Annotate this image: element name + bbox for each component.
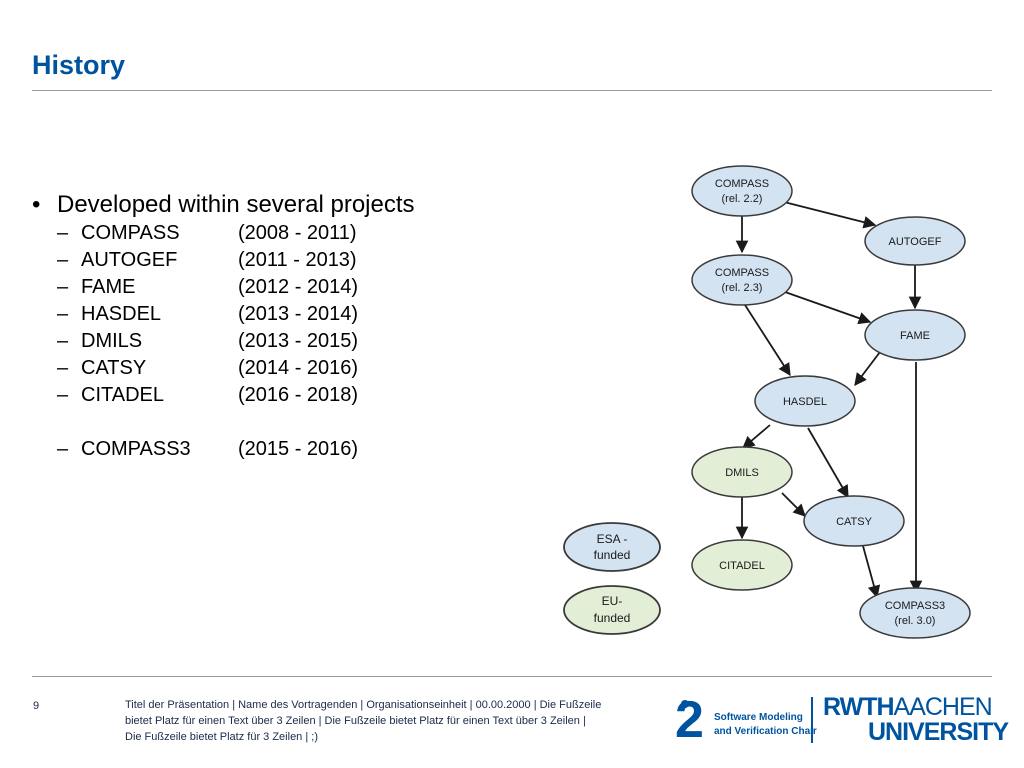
node-label: CATSY [836,516,873,528]
slide-title: History [32,50,126,80]
node-dmils: DMILS [691,446,793,498]
project-name: COMPASS [81,222,180,244]
node-label: COMPASS3 [885,600,945,612]
edge-dmils-catsy [781,492,806,517]
project-name: DMILS [81,330,143,352]
node-label: COMPASS [715,178,769,190]
logo-rwth: RWTH [823,693,895,721]
project-item: – HASDEL (2013 - 2014) [57,301,415,328]
node-label: FAME [900,330,930,342]
logo-university: UNIVERSITY [868,718,1009,746]
logo-dot-icon [681,700,689,708]
legend-sublabel: funded [594,548,631,562]
chair-logo: 2 Software Modeling and Verification Cha… [675,692,817,748]
edge-compass23-fame [784,291,872,325]
node-hasdel: HASDEL [754,375,856,427]
project-name: CITADEL [81,384,164,406]
edge-hasdel-dmils [742,424,771,449]
project-years: (2011 - 2013) [238,249,357,271]
page-number: 9 [33,700,40,712]
project-name: CATSY [81,357,147,379]
logo-aachen: AACHEN [893,693,993,721]
node-sublabel: (rel. 2.3) [722,282,763,294]
node-compass23: COMPASS (rel. 2.3) [691,254,793,306]
legend-label: EU- [602,594,623,608]
main-bullet-text: Developed within several projects [57,191,415,218]
dash-icon: – [57,276,69,298]
project-years: (2014 - 2016) [238,357,359,379]
project-years: (2016 - 2018) [238,384,359,406]
node-label: COMPASS [715,267,769,279]
edge-catsy-compass3 [862,545,881,599]
project-years: (2015 - 2016) [238,438,359,460]
node-autogef: AUTOGEF [864,216,966,266]
node-catsy: CATSY [803,495,905,547]
project-item: – AUTOGEF (2011 - 2013) [57,247,415,274]
edge-fame-hasdel [854,351,881,387]
dash-icon: – [57,384,69,406]
project-item: – CITADEL (2016 - 2018) [57,382,415,409]
dash-icon: – [57,222,69,244]
footer-text: Titel der Präsentation | Name des Vortra… [125,699,602,743]
project-item: – FAME (2012 - 2014) [57,274,415,301]
legend-eu-funded: EU- funded [563,585,661,635]
logo-separator [811,697,813,743]
project-years: (2013 - 2014) [238,303,359,325]
dash-icon: – [57,249,69,271]
project-name: FAME [81,276,136,298]
node-label: AUTOGEF [889,236,942,248]
node-compass22: COMPASS (rel. 2.2) [691,165,793,217]
project-years: (2008 - 2011) [238,222,357,244]
node-label: DMILS [725,467,759,479]
node-sublabel: (rel. 3.0) [895,615,936,627]
project-name: HASDEL [81,303,162,325]
project-years: (2013 - 2015) [238,330,359,352]
logo-i2-mark: 2 [675,691,704,749]
edge-hasdel-catsy [807,427,849,499]
node-label: CITADEL [719,560,765,572]
diagram-edges [735,201,923,599]
project-item: – COMPASS3 (2015 - 2016) [57,436,415,463]
node-sublabel: (rel. 2.2) [722,193,763,205]
title-divider [32,90,992,91]
project-name: COMPASS3 [81,438,191,460]
legend-label: ESA - [597,532,628,546]
logo-line2: and Verification Chair [714,726,817,737]
project-item: – CATSY (2014 - 2016) [57,355,415,382]
edge-compass23-hasdel [744,304,791,377]
footer-divider [32,676,992,677]
dash-icon: – [57,438,69,460]
dash-icon: – [57,303,69,325]
legend-esa-funded: ESA - funded [563,522,661,572]
node-fame: FAME [864,309,966,361]
bullet-list: • Developed within several projects – CO… [32,190,415,463]
logo-line1: Software Modeling [714,712,803,723]
university-logo: RWTHAACHEN UNIVERSITY [823,693,1009,746]
legend-sublabel: funded [594,611,631,625]
node-compass3: COMPASS3 (rel. 3.0) [859,587,971,639]
project-years: (2012 - 2014) [238,276,359,298]
project-item: – COMPASS (2008 - 2011) [57,220,415,247]
project-name: AUTOGEF [81,249,178,271]
bullet-dot-icon: • [32,191,41,218]
dash-icon: – [57,330,69,352]
dash-icon: – [57,357,69,379]
edge-compass22-autogef [783,201,877,229]
node-label: HASDEL [783,396,827,408]
project-item: – DMILS (2013 - 2015) [57,328,415,355]
node-citadel: CITADEL [691,539,793,591]
main-bullet: • Developed within several projects [32,190,415,220]
